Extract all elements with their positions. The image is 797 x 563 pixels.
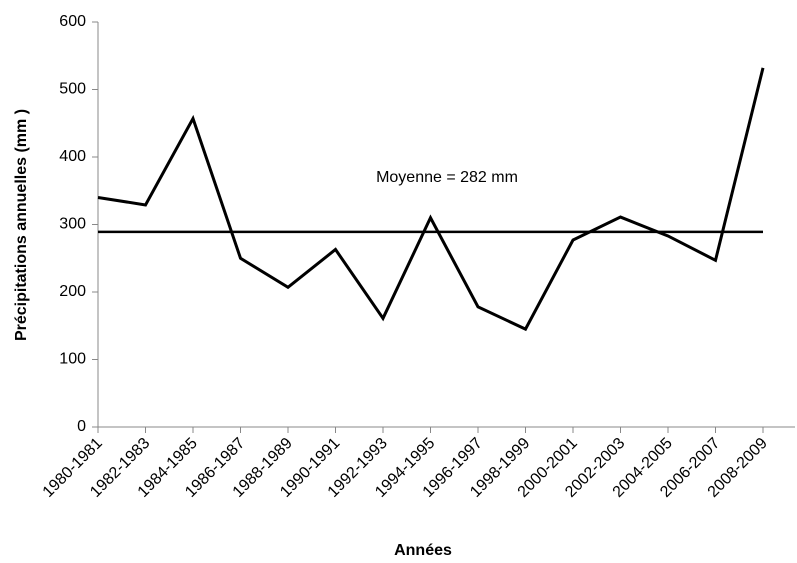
y-axis-title: Précipitations annuelles (mm ) <box>13 109 30 341</box>
y-tick-label: 600 <box>59 13 86 30</box>
annotation: Moyenne = 282 mm <box>376 169 518 186</box>
y-tick-label: 200 <box>59 283 86 300</box>
y-tick-label: 500 <box>59 81 86 98</box>
y-tick-label: 300 <box>59 216 86 233</box>
data-line <box>97 67 765 332</box>
y-tick-label: 400 <box>59 148 86 165</box>
y-tick-label: 0 <box>77 418 86 435</box>
x-axis-title: Années <box>394 542 452 559</box>
y-tick-label: 100 <box>59 351 86 368</box>
